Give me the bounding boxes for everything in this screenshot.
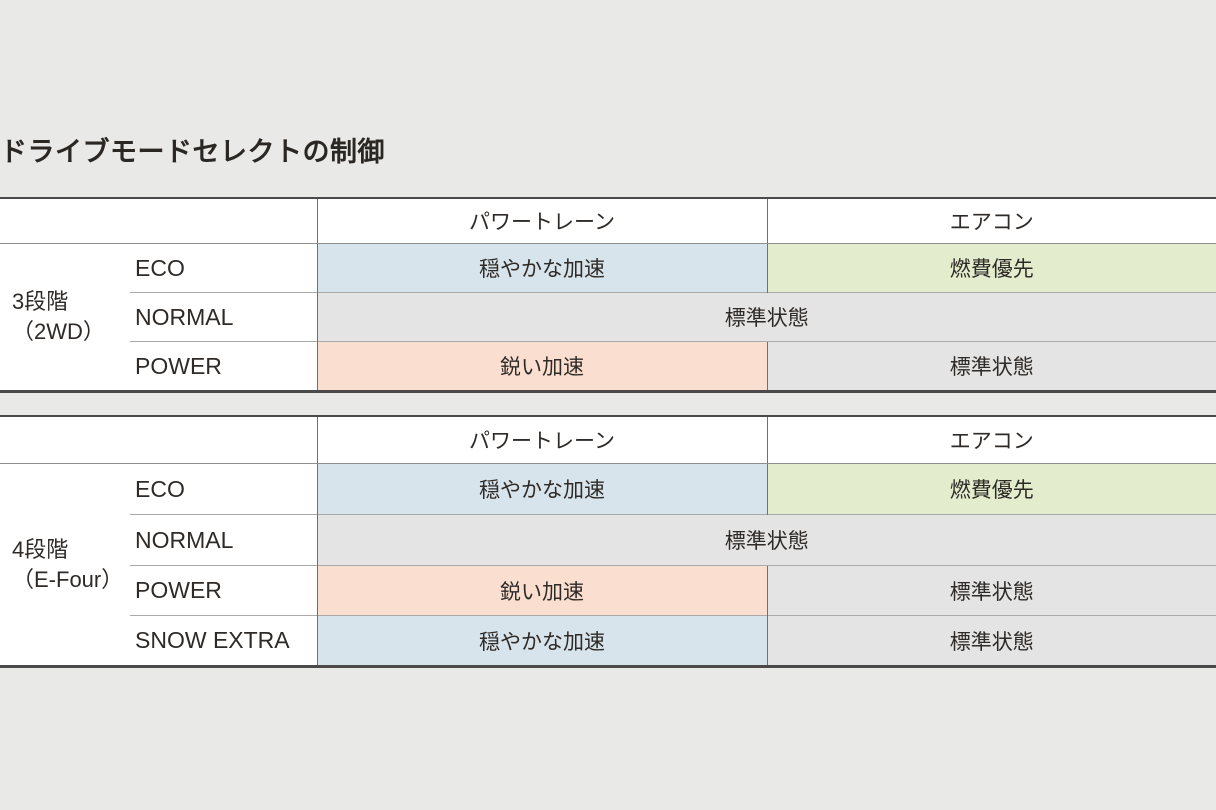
table-row: SNOW EXTRA 穏やかな加速 標準状態	[0, 615, 1216, 665]
group-line2: （2WD）	[12, 319, 105, 344]
header-powertrain: パワートレーン	[316, 199, 767, 244]
table-2wd: パワートレーン エアコン 3段階 （2WD） ECO 穏やかな加速 燃費優先 N…	[0, 199, 1216, 390]
cell-powertrain: 鋭い加速	[316, 341, 767, 390]
group-label-efour: 4段階 （E-Four）	[0, 463, 130, 665]
table-row: 3段階 （2WD） ECO 穏やかな加速 燃費優先	[0, 243, 1216, 390]
mode-label: ECO	[130, 243, 317, 293]
header-empty-cell	[0, 199, 317, 244]
header-aircon: エアコン	[766, 417, 1216, 464]
group-line1: 4段階	[12, 536, 69, 562]
page-title: ドライブモードセレクトの制御	[0, 137, 385, 167]
cell-aircon: 燃費優先	[766, 463, 1216, 515]
table-row: パワートレーン エアコン	[0, 199, 1216, 244]
cell-powertrain: 穏やかな加速	[316, 615, 767, 665]
table-row: 4段階 （E-Four） ECO 穏やかな加速 燃費優先	[0, 463, 1216, 665]
cell-aircon: 燃費優先	[766, 243, 1216, 293]
cell-powertrain: 鋭い加速	[316, 565, 767, 616]
cell-aircon: 標準状態	[766, 565, 1216, 616]
cell-merged: 標準状態	[316, 292, 1216, 342]
mode-label: NORMAL	[130, 514, 317, 566]
cell-aircon: 標準状態	[766, 341, 1216, 390]
mode-label: ECO	[130, 463, 317, 515]
group-label-2wd: 3段階 （2WD）	[0, 243, 130, 390]
cell-powertrain: 穏やかな加速	[316, 243, 767, 293]
header-empty-cell	[0, 417, 317, 464]
cell-merged: 標準状態	[316, 514, 1216, 566]
mode-label: POWER	[130, 341, 317, 390]
table-row: パワートレーン エアコン	[0, 417, 1216, 464]
table-row: NORMAL 標準状態	[0, 292, 1216, 342]
mode-label: SNOW EXTRA	[130, 615, 317, 665]
cell-aircon: 標準状態	[766, 615, 1216, 665]
header-aircon: エアコン	[766, 199, 1216, 244]
mode-label: POWER	[130, 565, 317, 616]
drive-mode-table-2wd: パワートレーン エアコン 3段階 （2WD） ECO 穏やかな加速 燃費優先 N…	[0, 197, 1216, 393]
group-line1: 3段階	[12, 289, 69, 315]
table-row: POWER 鋭い加速 標準状態	[0, 565, 1216, 616]
table-row: POWER 鋭い加速 標準状態	[0, 341, 1216, 390]
table-row: NORMAL 標準状態	[0, 514, 1216, 566]
table-efour: パワートレーン エアコン 4段階 （E-Four） ECO 穏やかな加速 燃費優…	[0, 417, 1216, 665]
header-powertrain: パワートレーン	[316, 417, 767, 464]
cell-powertrain: 穏やかな加速	[316, 463, 767, 515]
mode-label: NORMAL	[130, 292, 317, 342]
group-line2: （E-Four）	[12, 566, 124, 592]
drive-mode-table-efour: パワートレーン エアコン 4段階 （E-Four） ECO 穏やかな加速 燃費優…	[0, 415, 1216, 668]
